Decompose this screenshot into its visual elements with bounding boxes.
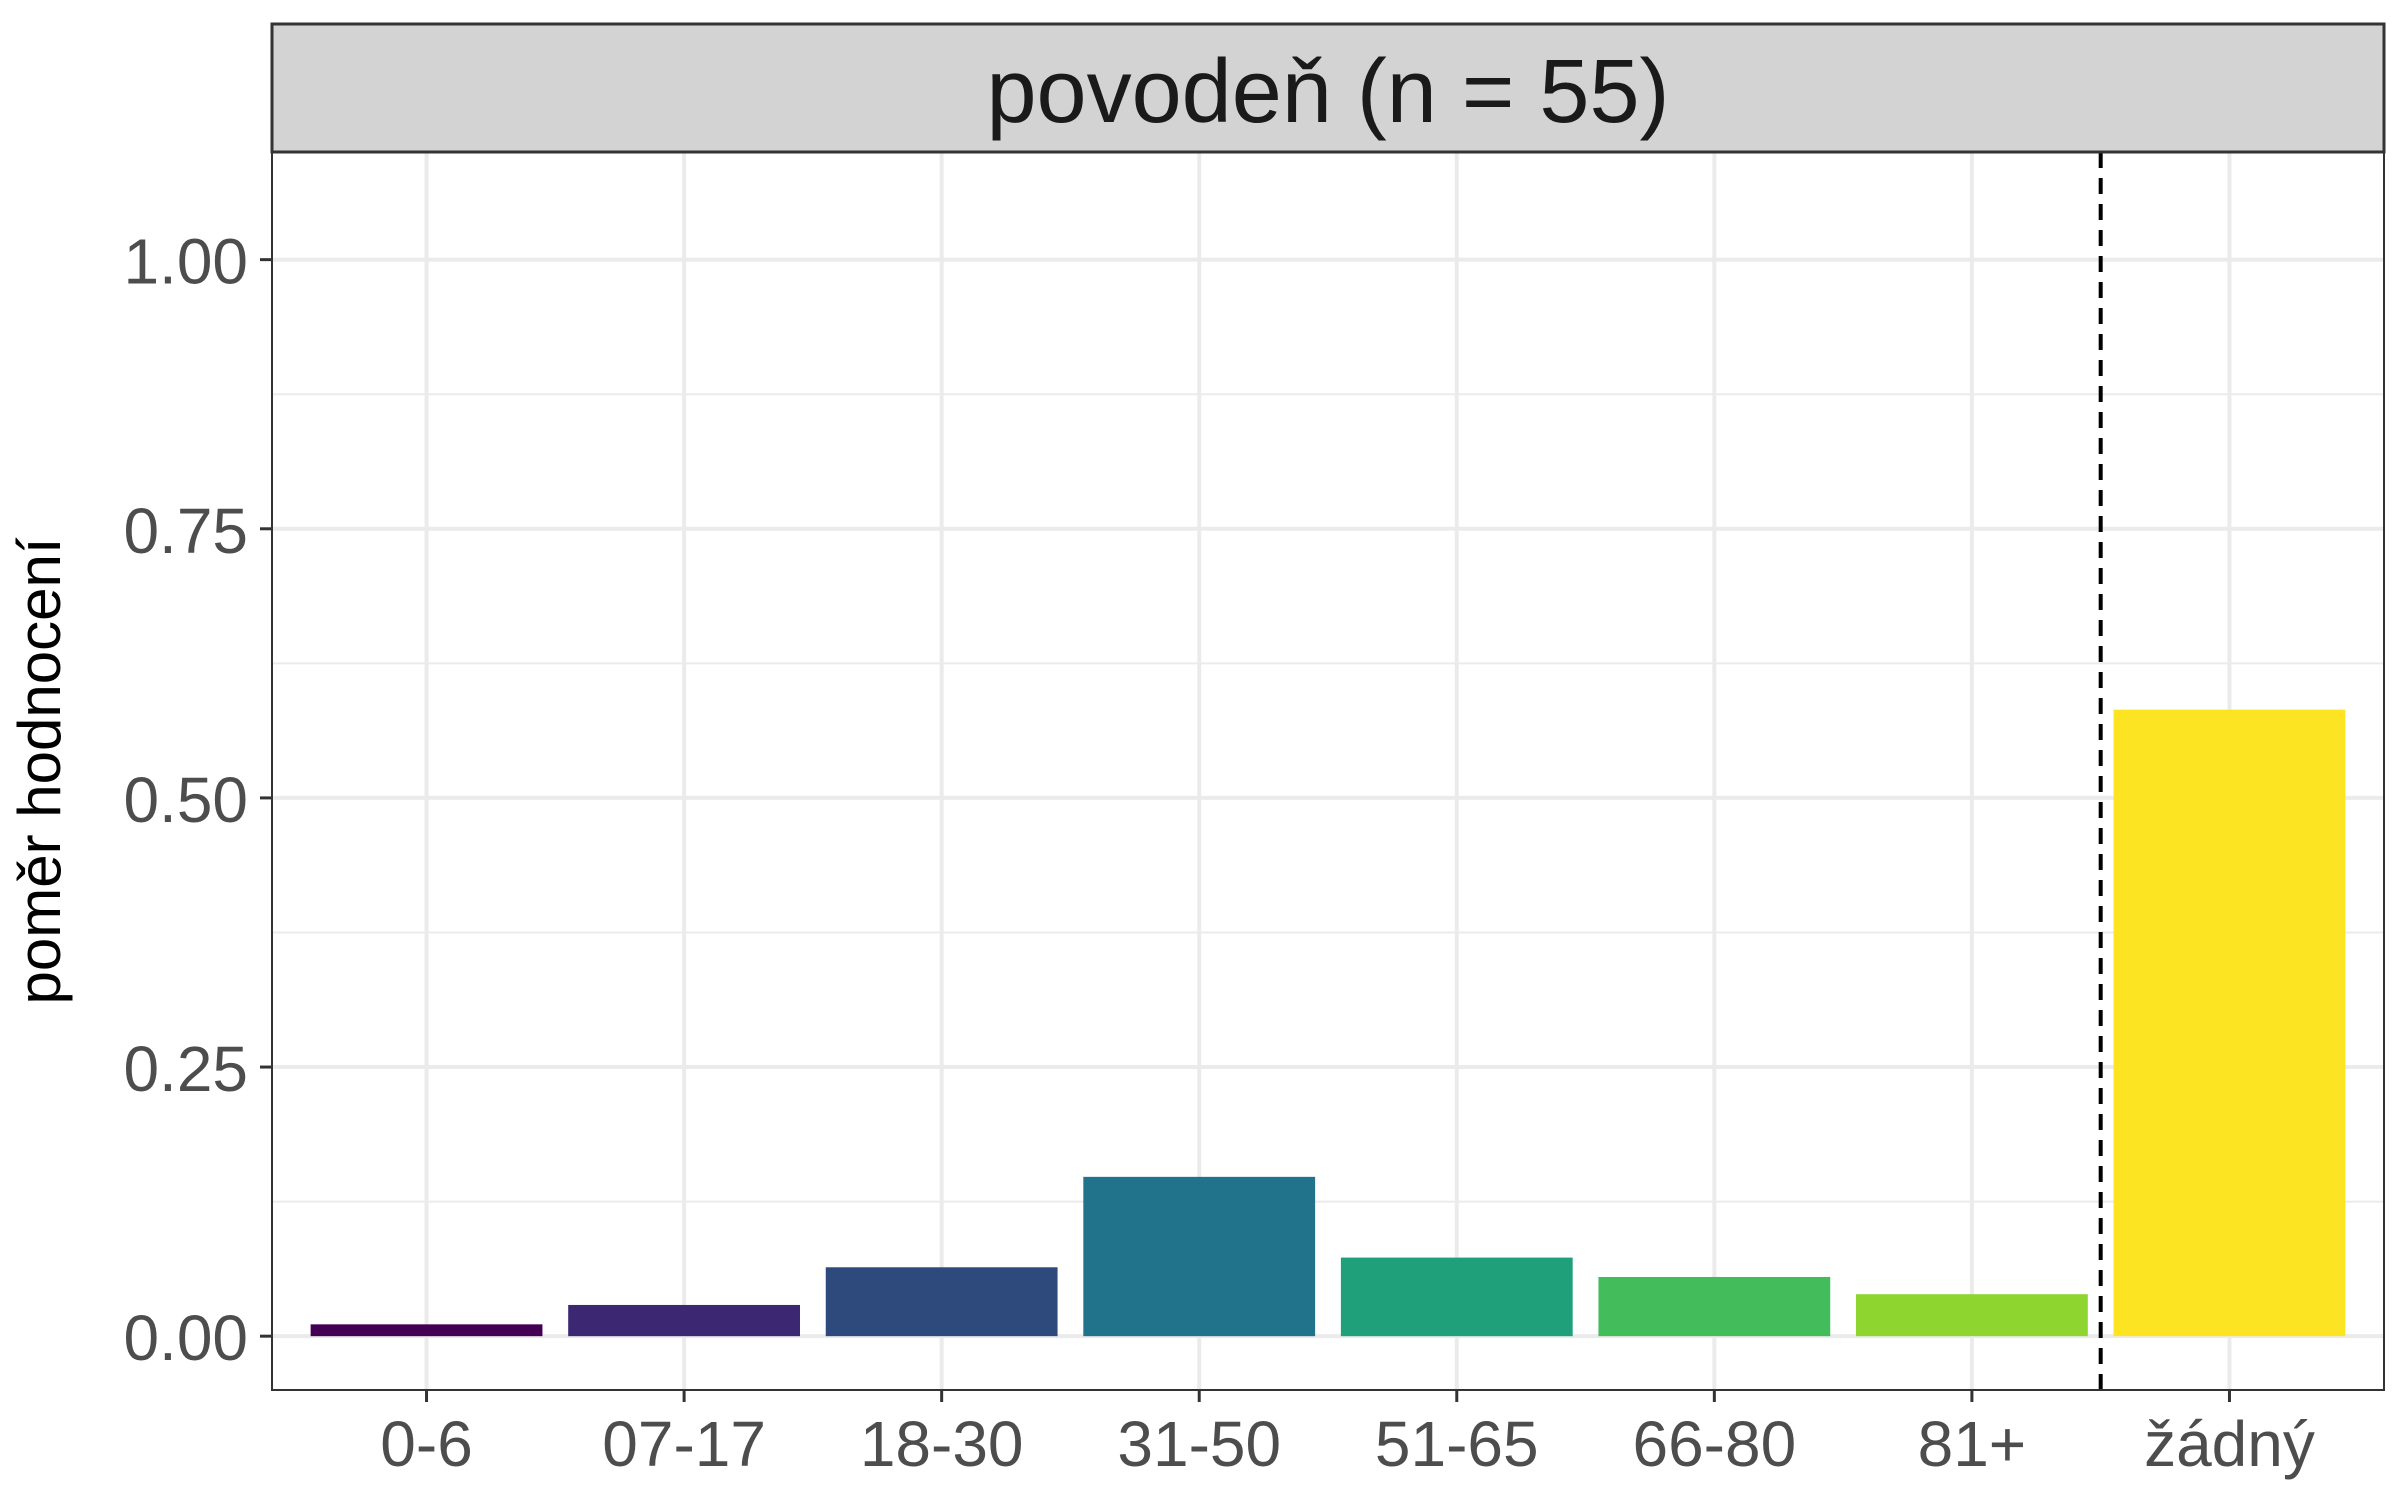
bar-66-80 [1598, 1276, 1831, 1337]
y-tick-label: 0.25 [123, 1033, 248, 1105]
bar-žádný [2113, 709, 2346, 1337]
y-tick-label: 1.00 [123, 226, 248, 298]
grid-major [272, 152, 2384, 1390]
bar-07-17 [568, 1304, 800, 1337]
x-tick-label: 81+ [1918, 1408, 2027, 1480]
bar-0-6 [310, 1324, 543, 1337]
facet-strip [270, 22, 2386, 154]
bar-31-50 [1083, 1176, 1316, 1337]
x-tick-label: 18-30 [860, 1408, 1024, 1480]
x-axis-ticks: 0-6 07-17 18-30 31-50 51-65 66-80 81+ žádný [380, 1390, 2315, 1480]
grid-minor [272, 393, 2384, 1203]
y-tick-label: 0.50 [123, 764, 248, 836]
x-tick-label: 66-80 [1632, 1408, 1796, 1480]
panel-border [271, 23, 2385, 1391]
x-tick-label: 51-65 [1375, 1408, 1539, 1480]
y-tick-label: 0.00 [123, 1302, 248, 1374]
x-tick-label: 0-6 [380, 1408, 473, 1480]
x-tick-label: žádný [2144, 1408, 2315, 1480]
bar-18-30 [825, 1267, 1058, 1337]
x-tick-label: 07-17 [602, 1408, 766, 1480]
y-tick-label: 0.75 [123, 495, 248, 567]
y-axis-title: poměr hodnocení [6, 537, 73, 1004]
bar-51-65 [1340, 1257, 1573, 1337]
y-axis-ticks: 0.00 0.25 0.50 0.75 1.00 [123, 226, 272, 1374]
bar-81+ [1856, 1294, 2088, 1337]
bars [310, 709, 2346, 1337]
x-tick-label: 31-50 [1117, 1408, 1281, 1480]
facet-title: povodeň (n = 55) [987, 42, 1670, 142]
